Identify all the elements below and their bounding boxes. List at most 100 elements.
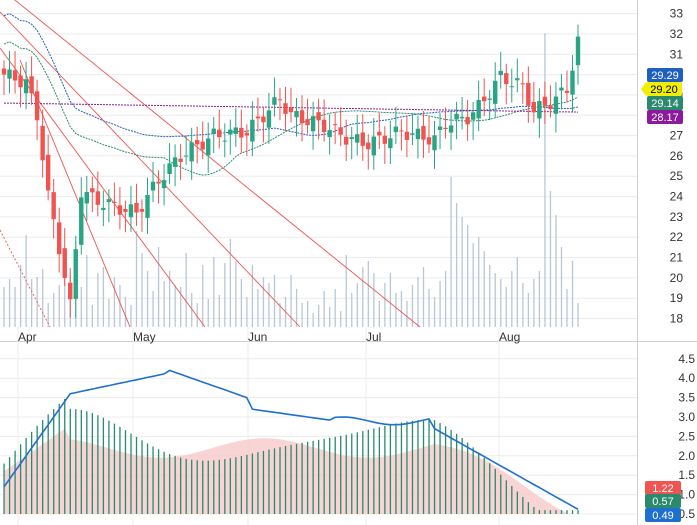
indicator-histogram-bar: [25, 438, 27, 514]
candle-body: [101, 207, 106, 210]
indicator-histogram-bar: [185, 458, 187, 514]
candle-body: [283, 103, 288, 114]
candle-body: [404, 131, 410, 140]
indicator-histogram-bar: [417, 420, 419, 514]
trendline: [0, 11, 301, 328]
candle-body: [548, 105, 553, 109]
volume-bar: [389, 273, 392, 327]
candle-body: [244, 132, 250, 136]
candle-body: [272, 97, 277, 105]
volume-bar: [53, 293, 55, 327]
indicator-histogram-bar: [69, 408, 71, 514]
indicator-histogram-bar: [279, 447, 281, 514]
candle-body: [360, 132, 365, 146]
candle-body: [481, 96, 487, 102]
month-label: May: [133, 330, 156, 344]
volume-bar: [351, 293, 353, 327]
indicator-histogram-bar: [174, 455, 176, 514]
volume-bar: [527, 293, 530, 327]
candle-body: [559, 87, 564, 91]
volume-bar: [295, 289, 298, 327]
volume-bar: [472, 243, 474, 327]
indicator-histogram-bar: [406, 421, 408, 514]
indicator-histogram-bar: [196, 460, 198, 514]
volume-bar: [141, 253, 143, 327]
month-label: Jul: [366, 330, 381, 344]
indicator-histogram-bar: [516, 491, 518, 514]
candle-body: [382, 135, 388, 144]
indicator-line: [3, 369, 579, 510]
candle-body: [79, 197, 84, 245]
indicator-badge-area-text: 1.22: [652, 483, 673, 495]
indicator-histogram-bar: [207, 460, 209, 514]
candle-body: [112, 201, 117, 203]
volume-bar: [240, 279, 243, 327]
volume-bar: [489, 265, 491, 327]
candle-body: [288, 107, 294, 113]
volume-bar: [262, 277, 265, 327]
indicator-histogram-bar: [8, 457, 11, 514]
indicator-histogram-bar: [301, 442, 303, 514]
candle-body: [23, 79, 29, 94]
candle-body: [62, 248, 67, 278]
volume-bar: [566, 289, 568, 327]
indicator-histogram-bar: [500, 474, 502, 514]
indicator-histogram-bar: [108, 420, 110, 514]
volume-bar: [433, 297, 436, 327]
ma-mid-line: [3, 41, 579, 176]
candle-body: [415, 128, 421, 140]
candle-body: [371, 136, 376, 156]
price-badge-ma-short: 29.29: [647, 68, 683, 82]
candle-body: [128, 204, 134, 218]
candle-body: [470, 112, 476, 120]
candle-body: [255, 116, 261, 119]
volume-bar: [174, 285, 176, 327]
candle-body: [167, 163, 172, 174]
candle-body: [459, 116, 465, 119]
indicator-histogram-bar: [284, 445, 287, 514]
candle-body: [504, 73, 509, 85]
indicator-histogram-bar: [461, 437, 463, 514]
candle-body: [476, 100, 481, 119]
volume-bar: [290, 275, 292, 327]
volume-bar: [30, 279, 33, 327]
candle-body: [564, 90, 570, 93]
indicator-histogram-bar: [489, 463, 491, 514]
candle-body: [515, 78, 520, 81]
indicator-histogram-bar: [97, 415, 99, 514]
volume-bar: [163, 281, 165, 327]
candle-body: [355, 134, 360, 143]
indicator-histogram-bar: [340, 435, 342, 514]
volume-bar: [47, 303, 49, 327]
indicator-histogram-bar: [544, 510, 546, 514]
candle-body: [432, 135, 437, 151]
indicator-tick-label: 2.5: [678, 429, 695, 443]
price-tick-label: 27: [670, 129, 684, 143]
price-badge-ma-long-bg: [647, 110, 683, 124]
volume-bar: [180, 287, 182, 327]
indicator-histogram-bar: [268, 449, 270, 514]
indicator-tick-label: 4.0: [678, 371, 695, 385]
candle-body: [266, 110, 272, 128]
volume-bar: [406, 301, 408, 327]
volume-bar: [461, 217, 463, 327]
price-tick-label: 31: [670, 47, 684, 61]
candle-body: [117, 205, 123, 215]
indicator-histogram-bar: [555, 510, 557, 514]
candle-body: [145, 195, 150, 218]
volume-bar: [516, 257, 518, 327]
volume-bar: [571, 261, 574, 327]
volume-bar: [3, 287, 5, 327]
indicator-histogram-bar: [505, 480, 507, 514]
candle-body: [332, 124, 338, 126]
indicator-histogram-bar: [191, 459, 193, 514]
volume-bar: [395, 293, 397, 327]
volume-bar: [373, 273, 375, 327]
volume-bar: [494, 273, 496, 327]
indicator-histogram-bar: [329, 437, 331, 514]
indicator-histogram-bar: [30, 431, 33, 514]
volume-bar: [207, 299, 209, 327]
volume-bar: [157, 247, 160, 327]
candle-body: [542, 96, 548, 106]
indicator-badge-line-bg: [645, 508, 681, 522]
